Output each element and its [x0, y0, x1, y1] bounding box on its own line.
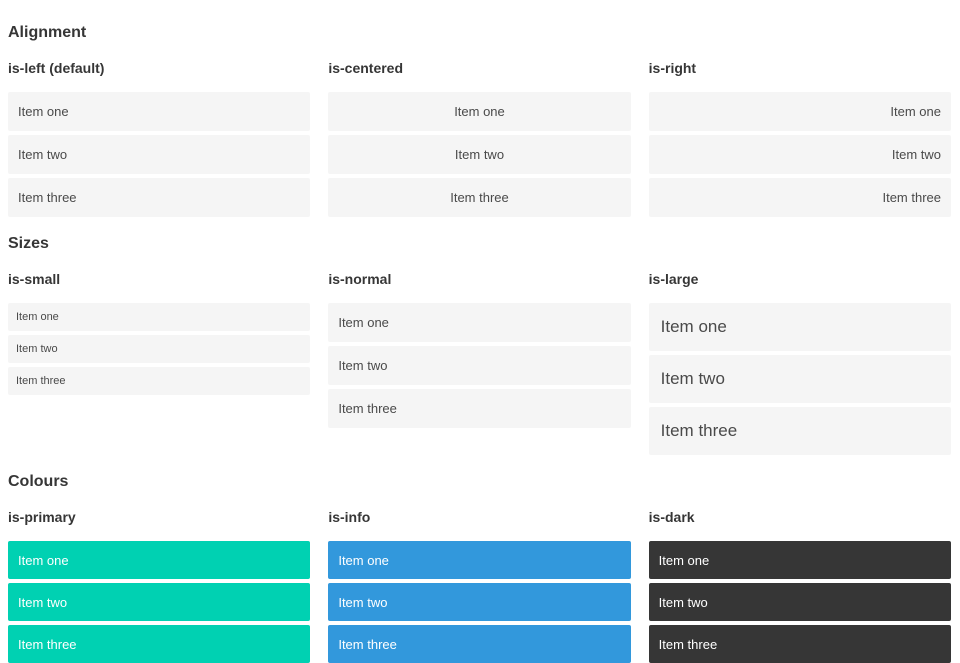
column-is-centered: is-centered Item one Item two Item three	[328, 60, 631, 217]
list-right-aligned: Item one Item two Item three	[648, 92, 951, 217]
column-is-normal: is-normal Item one Item two Item three	[328, 271, 631, 428]
list-large: Item one Item two Item three	[648, 303, 951, 455]
list-item[interactable]: Item three	[328, 625, 631, 663]
column-is-large: is-large Item one Item two Item three	[648, 271, 951, 455]
list-left-aligned: Item one Item two Item three	[8, 92, 311, 217]
section-title-alignment: Alignment	[8, 24, 87, 41]
column-is-left: is-left (default) Item one Item two Item…	[8, 60, 311, 217]
list-primary: Item one Item two Item three	[8, 541, 311, 663]
list-info: Item one Item two Item three	[328, 541, 631, 663]
list-item[interactable]: Item one	[8, 541, 311, 579]
list-item[interactable]: Item three	[328, 389, 631, 428]
list-dark: Item one Item two Item three	[648, 541, 951, 663]
list-item[interactable]: Item three	[8, 367, 311, 395]
list-item[interactable]: Item one	[8, 303, 311, 331]
column-is-small: is-small Item one Item two Item three	[8, 271, 311, 395]
list-item[interactable]: Item one	[648, 92, 951, 131]
list-item[interactable]: Item two	[8, 583, 311, 621]
sizes-columns: is-small Item one Item two Item three is…	[8, 272, 951, 455]
alignment-columns: is-left (default) Item one Item two Item…	[8, 61, 951, 217]
section-colours: Colours is-primary Item one Item two Ite…	[8, 473, 951, 663]
list-item[interactable]: Item three	[8, 625, 311, 663]
colours-columns: is-primary Item one Item two Item three …	[8, 510, 951, 663]
column-heading-is-dark: is-dark	[648, 509, 695, 525]
list-normal: Item one Item two Item three	[328, 303, 631, 428]
list-item[interactable]: Item two	[8, 335, 311, 363]
list-item[interactable]: Item three	[648, 407, 951, 455]
list-item[interactable]: Item two	[648, 583, 951, 621]
column-heading-is-normal: is-normal	[328, 271, 392, 287]
section-sizes: Sizes is-small Item one Item two Item th…	[8, 235, 951, 455]
list-item[interactable]: Item one	[328, 541, 631, 579]
column-is-info: is-info Item one Item two Item three	[328, 509, 631, 663]
list-item[interactable]: Item two	[8, 135, 311, 174]
section-title-colours: Colours	[8, 473, 69, 490]
column-heading-is-right: is-right	[648, 60, 697, 76]
list-item[interactable]: Item three	[648, 625, 951, 663]
list-item[interactable]: Item two	[328, 346, 631, 385]
list-small: Item one Item two Item three	[8, 303, 311, 395]
list-item[interactable]: Item one	[648, 541, 951, 579]
section-title-sizes: Sizes	[8, 235, 49, 252]
list-center-aligned: Item one Item two Item three	[328, 92, 631, 217]
list-item[interactable]: Item three	[8, 178, 311, 217]
list-item[interactable]: Item one	[328, 303, 631, 342]
list-item[interactable]: Item two	[648, 355, 951, 403]
list-item[interactable]: Item one	[328, 92, 631, 131]
list-item[interactable]: Item three	[648, 178, 951, 217]
column-is-right: is-right Item one Item two Item three	[648, 60, 951, 217]
column-heading-is-small: is-small	[8, 271, 61, 287]
column-heading-is-left: is-left (default)	[8, 60, 105, 76]
list-item[interactable]: Item two	[648, 135, 951, 174]
column-is-primary: is-primary Item one Item two Item three	[8, 509, 311, 663]
column-heading-is-centered: is-centered	[328, 60, 404, 76]
list-item[interactable]: Item one	[8, 92, 311, 131]
list-item[interactable]: Item two	[328, 135, 631, 174]
list-item[interactable]: Item three	[328, 178, 631, 217]
column-heading-is-info: is-info	[328, 509, 371, 525]
section-alignment: Alignment is-left (default) Item one Ite…	[8, 24, 951, 217]
column-is-dark: is-dark Item one Item two Item three	[648, 509, 951, 663]
list-item[interactable]: Item two	[328, 583, 631, 621]
column-heading-is-large: is-large	[648, 271, 699, 287]
list-item[interactable]: Item one	[648, 303, 951, 351]
column-heading-is-primary: is-primary	[8, 509, 76, 525]
